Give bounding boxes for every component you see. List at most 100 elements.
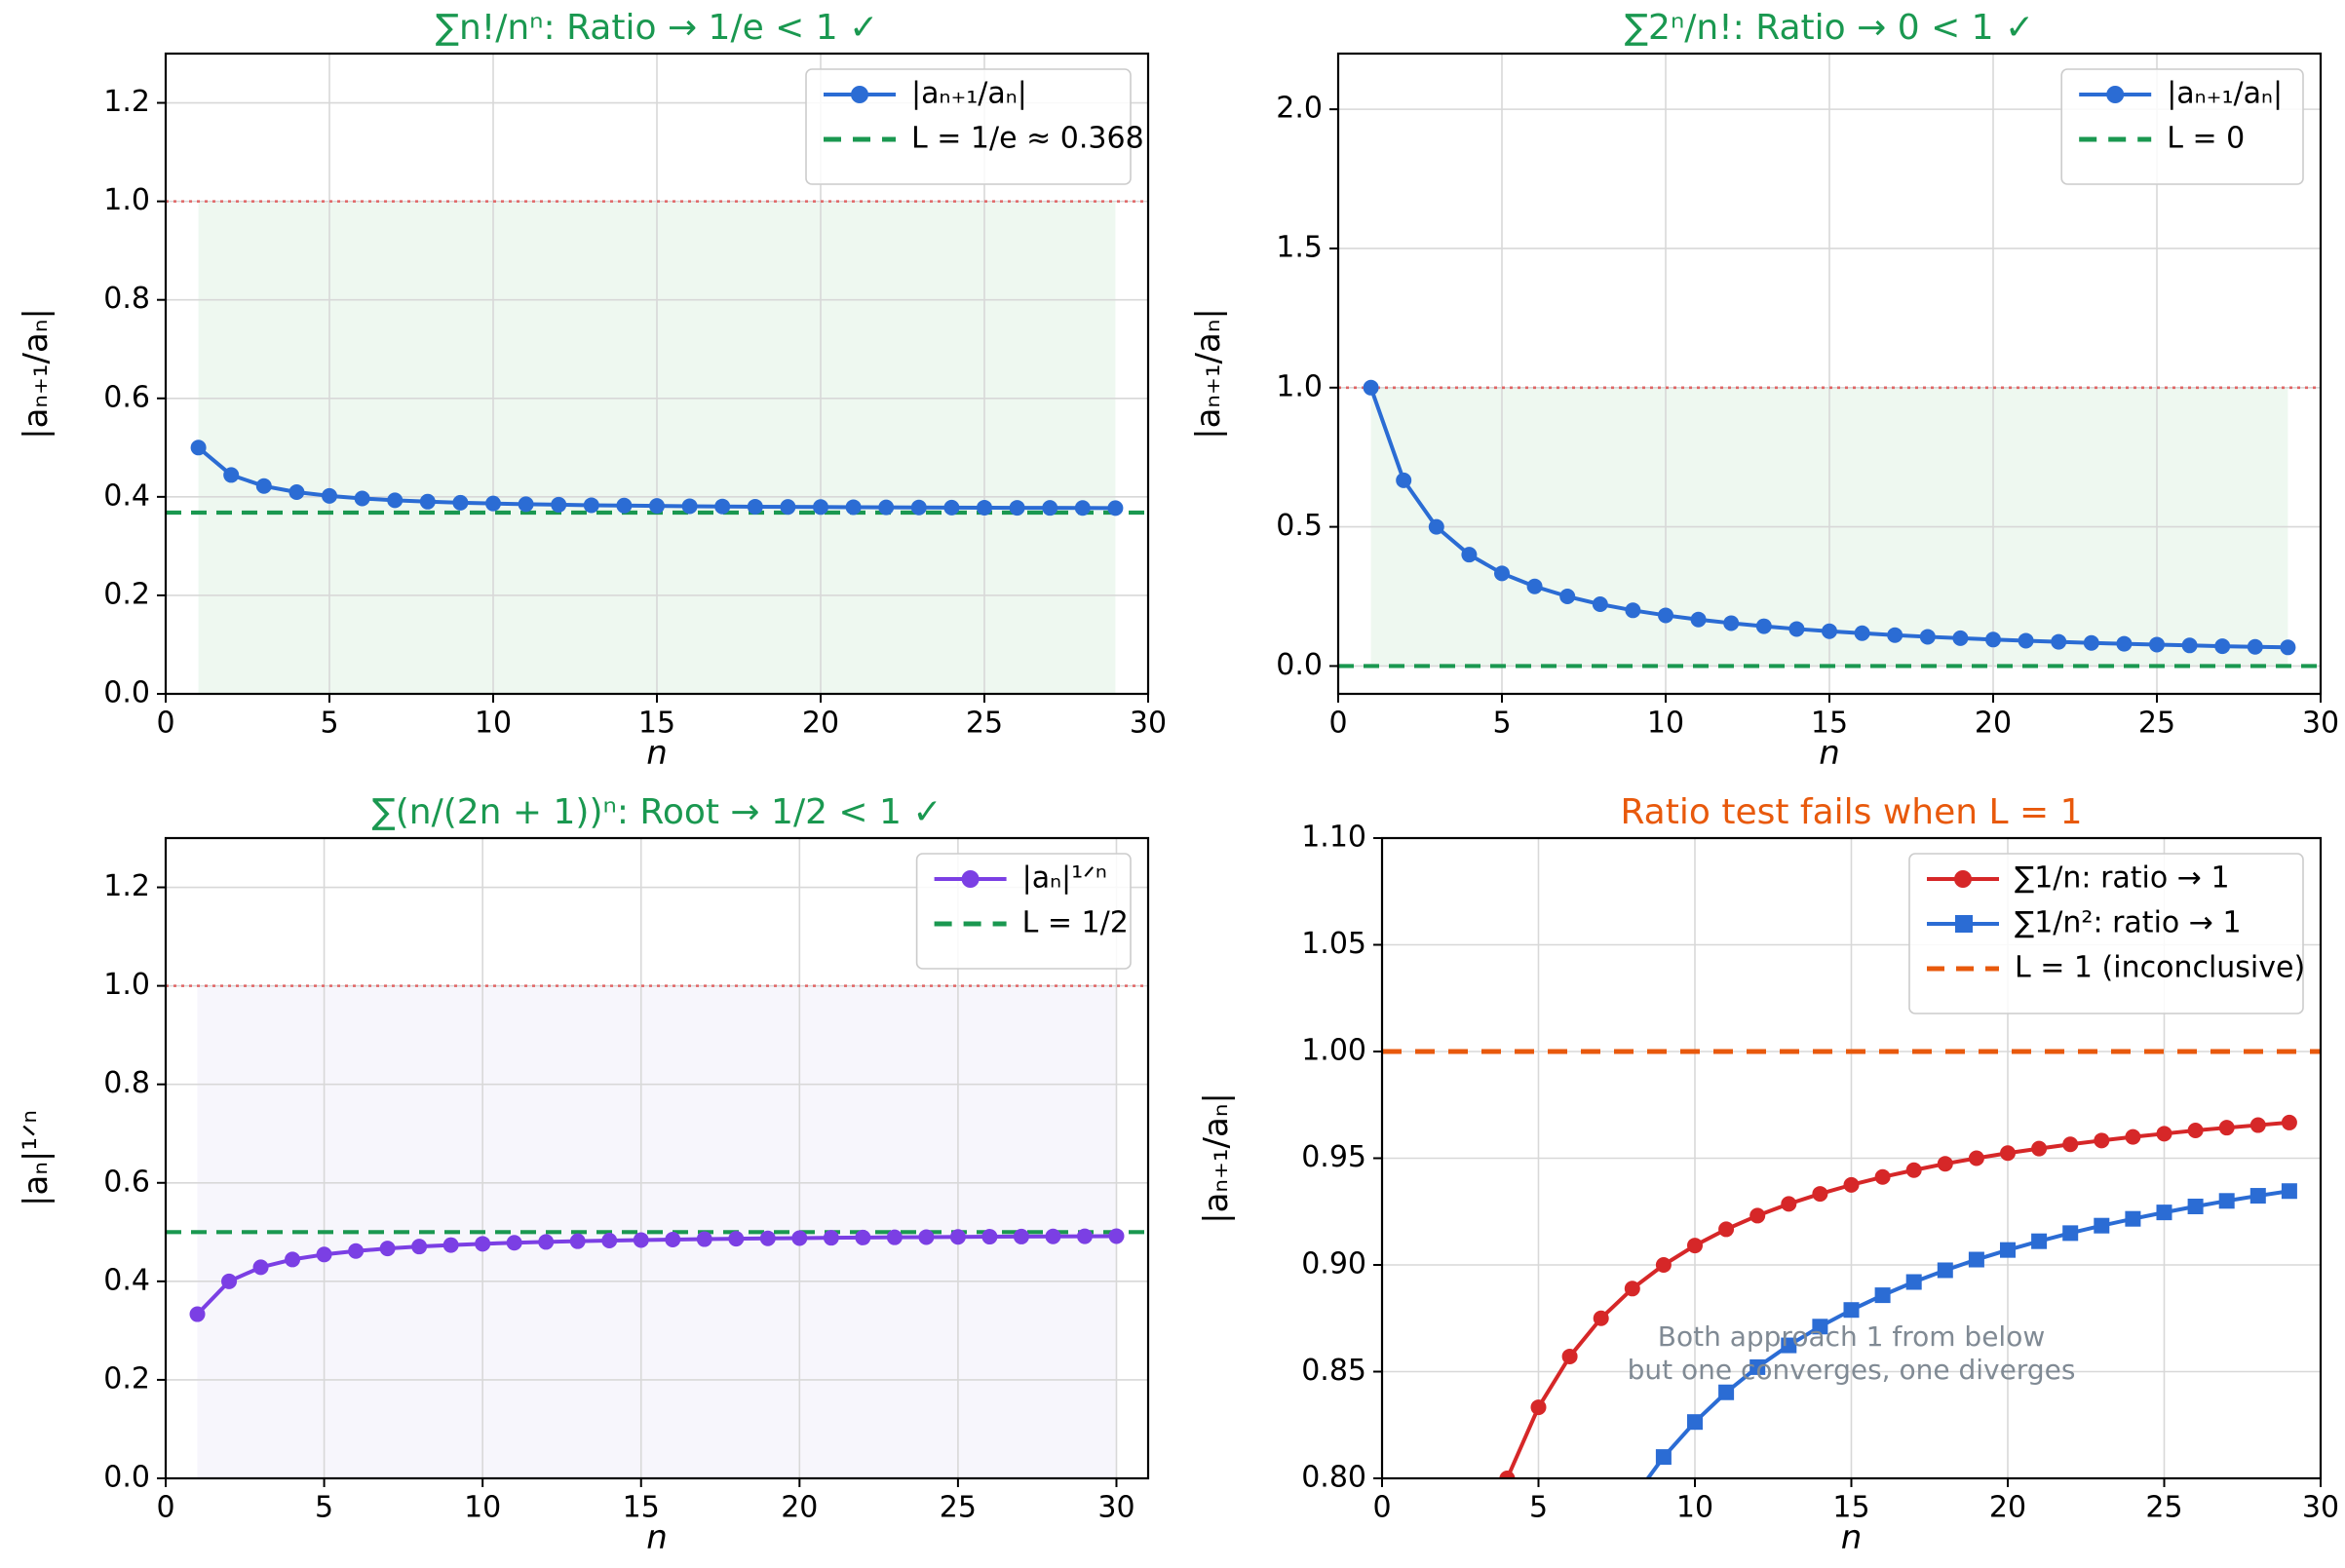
x-tick-label: 30 bbox=[2302, 1491, 2339, 1525]
y-tick-label: 1.2 bbox=[103, 85, 150, 119]
data-point bbox=[1108, 1228, 1125, 1244]
data-point bbox=[1526, 578, 1543, 594]
legend-label: L = 1/2 bbox=[1022, 906, 1129, 940]
data-point bbox=[1749, 1207, 1766, 1224]
x-tick-label: 0 bbox=[156, 1491, 174, 1525]
y-tick-label: 0.85 bbox=[1301, 1354, 1366, 1388]
data-point bbox=[1968, 1251, 1984, 1268]
data-point bbox=[316, 1246, 332, 1263]
legend-label: ∑1/n: ratio → 1 bbox=[2015, 861, 2230, 896]
legend: ∑1/n: ratio → 1 ∑1/n²: ratio → 1 L = 1 (in… bbox=[1908, 853, 2305, 1014]
y-tick-label: 1.0 bbox=[103, 183, 150, 217]
data-point bbox=[223, 467, 240, 483]
panel-root-test: 0 5 10 15 20 25 30 0.0 0.2 0.4 0.6 0.8 1.0 1.2 n |aₙ|¹ᐟ… bbox=[0, 784, 1172, 1568]
data-point bbox=[1887, 627, 1903, 643]
data-point bbox=[1013, 1228, 1029, 1244]
data-point bbox=[791, 1230, 808, 1246]
data-point bbox=[1781, 1337, 1797, 1354]
data-point bbox=[1687, 1414, 1703, 1431]
y-tick-label: 0.8 bbox=[103, 282, 150, 316]
legend-box bbox=[1908, 853, 2304, 1014]
data-point bbox=[2125, 1210, 2141, 1227]
data-point bbox=[2051, 633, 2067, 650]
data-point bbox=[322, 487, 337, 504]
legend-label: |aₙ₊₁/aₙ| bbox=[911, 77, 1027, 111]
panel-ratio-factorial: 0 5 10 15 20 25 30 0.0 0.2 0.4 0.6 0.8 1.0 1.2 n |aₙ₊₁/… bbox=[0, 0, 1172, 784]
panel-ratio-exp: 0 5 10 15 20 25 30 0.0 0.5 1.0 1.5 2.0 n |aₙ₊₁/aₙ| ∑2ⁿ… bbox=[1172, 0, 2345, 784]
data-point bbox=[1755, 618, 1772, 634]
legend-item: |aₙ|¹ᐟⁿ bbox=[934, 861, 1107, 896]
data-point bbox=[665, 1231, 681, 1247]
x-tick-label: 20 bbox=[1975, 707, 2012, 741]
data-point bbox=[2187, 1123, 2204, 1139]
data-point bbox=[1812, 1319, 1828, 1335]
x-tick-label: 30 bbox=[1097, 1491, 1134, 1525]
legend-item: |aₙ₊₁/aₙ| bbox=[2079, 77, 2283, 111]
y-tick-label: 0.2 bbox=[103, 1361, 150, 1396]
series-0 bbox=[1363, 379, 2296, 656]
data-point bbox=[1723, 615, 1740, 631]
legend-label: L = 1 (inconclusive) bbox=[2015, 951, 2305, 985]
data-point bbox=[1594, 1544, 1609, 1559]
data-point bbox=[1461, 547, 1478, 563]
data-point bbox=[910, 499, 927, 516]
y-tick-label: 0.5 bbox=[1276, 509, 1323, 543]
data-point bbox=[2156, 1205, 2172, 1221]
data-point bbox=[2062, 1225, 2079, 1242]
data-point bbox=[1905, 1274, 1922, 1290]
data-point bbox=[1952, 630, 1969, 646]
y-tick-label: 2.0 bbox=[1276, 92, 1323, 126]
legend-marker bbox=[961, 870, 980, 888]
series-0 bbox=[189, 1228, 1125, 1322]
x-axis-label: n bbox=[646, 734, 668, 773]
legend-label: ∑1/n²: ratio → 1 bbox=[2015, 906, 2242, 940]
data-point bbox=[2280, 639, 2296, 656]
x-tick-label: 5 bbox=[320, 707, 338, 741]
data-point bbox=[1718, 1221, 1735, 1238]
axis-ticks: 0 5 10 15 20 25 30 0.0 0.2 0.4 0.6 0.8 1.0 1.2 bbox=[103, 85, 1167, 741]
y-tick-label: 1.2 bbox=[103, 869, 150, 903]
data-point bbox=[518, 496, 534, 513]
data-point bbox=[189, 1306, 206, 1322]
data-point bbox=[538, 1234, 555, 1250]
data-point bbox=[1107, 500, 1124, 516]
legend-item: L = 1 (inconclusive) bbox=[1927, 951, 2305, 985]
data-point bbox=[918, 1229, 935, 1245]
x-tick-label: 10 bbox=[475, 707, 512, 741]
data-point bbox=[977, 499, 992, 516]
data-point bbox=[2031, 1233, 2048, 1249]
series-1 bbox=[1594, 1183, 2297, 1559]
y-axis-label: |aₙ₊₁/aₙ| bbox=[1189, 308, 1228, 440]
panel-inconclusive: Both approach 1 from below but one conver… bbox=[1172, 784, 2345, 1568]
y-tick-label: 0.0 bbox=[103, 676, 150, 710]
data-point bbox=[949, 1229, 966, 1245]
data-point bbox=[2094, 1132, 2110, 1149]
data-point bbox=[1045, 1228, 1061, 1244]
data-point bbox=[2218, 1120, 2235, 1136]
legend-label: |aₙ₊₁/aₙ| bbox=[2167, 77, 2283, 111]
data-point bbox=[1625, 602, 1641, 619]
legend-item: ∑1/n²: ratio → 1 bbox=[1927, 906, 2242, 940]
y-tick-label: 1.10 bbox=[1301, 821, 1366, 855]
y-axis-label: |aₙ|¹ᐟⁿ bbox=[17, 1110, 56, 1206]
data-point bbox=[747, 498, 763, 515]
data-point bbox=[379, 1241, 396, 1257]
legend-item: L = 0 bbox=[2079, 122, 2245, 156]
data-point bbox=[1042, 500, 1058, 516]
x-tick-label: 25 bbox=[2138, 707, 2175, 741]
data-point bbox=[823, 1230, 839, 1246]
data-point bbox=[221, 1273, 238, 1289]
x-tick-label: 10 bbox=[464, 1491, 501, 1525]
data-point bbox=[1905, 1162, 1922, 1178]
data-point bbox=[2116, 635, 2133, 652]
panel-title: ∑(n/(2n + 1))ⁿ: Root → 1/2 < 1 ✓ bbox=[371, 792, 942, 832]
legend-marker bbox=[2106, 86, 2125, 103]
data-point bbox=[485, 495, 501, 512]
data-point bbox=[855, 1229, 871, 1245]
data-point bbox=[285, 1251, 301, 1268]
data-point bbox=[2000, 1242, 2016, 1258]
legend-label: L = 1/e ≈ 0.368 bbox=[911, 122, 1144, 156]
data-point bbox=[190, 440, 207, 456]
x-axis-label: n bbox=[1841, 1518, 1863, 1557]
y-tick-label: 0.95 bbox=[1301, 1140, 1366, 1174]
